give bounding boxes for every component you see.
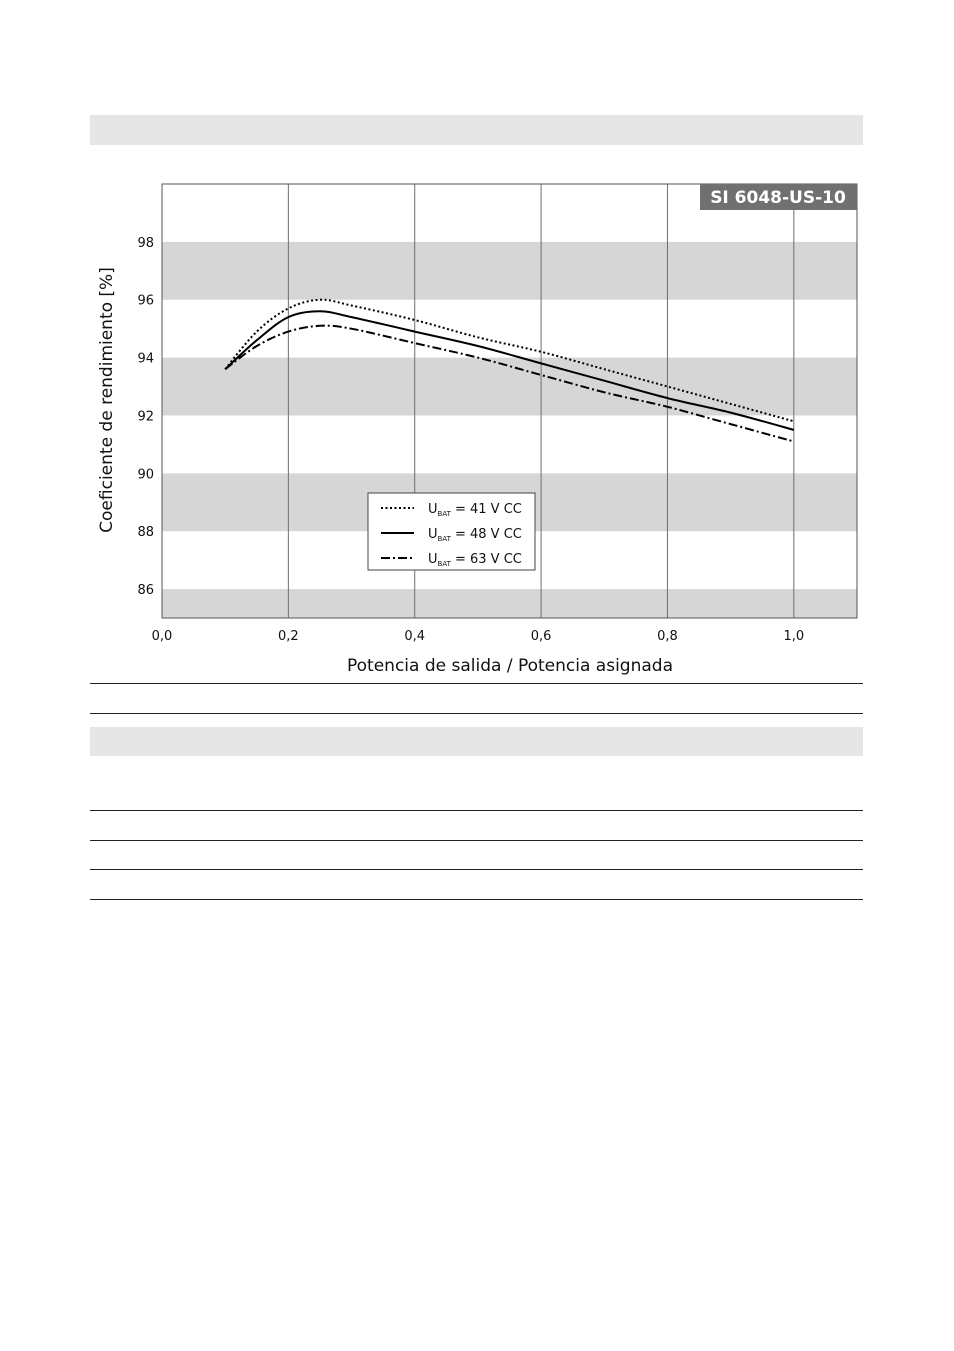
horizontal-bands [162, 241, 857, 618]
series-line-2 [224, 310, 795, 431]
x-tick-labels: 0,0 0,2 0,4 0,6 0,8 1,0 [152, 629, 805, 644]
x-axis-title: Potencia de salida / Potencia asignada [347, 656, 673, 676]
series-line-1 [224, 298, 795, 423]
legend-label-2: UBAT = 48 V CC [428, 527, 522, 543]
y-tick-label: 94 [137, 352, 154, 367]
divider-rule [90, 840, 863, 841]
y-tick-label: 90 [137, 467, 154, 482]
model-badge-text: SI 6048-US-10 [710, 188, 846, 208]
divider-rule [90, 683, 863, 684]
y-tick-label: 88 [137, 525, 154, 540]
x-tick-label: 1,0 [783, 629, 804, 644]
x-tick-label: 0,8 [657, 629, 678, 644]
x-tick-label: 0,4 [404, 629, 425, 644]
y-tick-label: 92 [137, 409, 154, 424]
y-tick-labels: 86 88 90 92 94 96 98 [137, 236, 154, 598]
x-tick-label: 0,0 [152, 629, 173, 644]
legend-box [367, 492, 536, 571]
divider-rule [90, 899, 863, 900]
y-axis-title: Coeficiente de rendimiento [%] [97, 267, 117, 533]
legend-label-1: UBAT = 41 V CC [428, 502, 522, 518]
grid-band [162, 241, 857, 300]
series-line-3 [224, 324, 795, 443]
model-badge: SI 6048-US-10 [700, 184, 857, 210]
header-band-top [90, 115, 863, 145]
plot-frame [161, 183, 858, 619]
divider-rule [90, 810, 863, 811]
x-tick-label: 0,6 [531, 629, 552, 644]
y-tick-label: 86 [137, 583, 154, 598]
y-tick-label: 96 [137, 294, 154, 309]
divider-rule [90, 713, 863, 714]
efficiency-chart: 0,0 0,2 0,4 0,6 0,8 1,0 86 88 90 92 94 96 98 SI 604… [97, 183, 858, 676]
y-tick-label: 98 [137, 236, 154, 251]
legend-items: UBAT = 41 V CC UBAT = 48 V CC UBAT = 63 V … [381, 502, 522, 568]
grid-band [162, 589, 857, 618]
model-badge-background [700, 184, 857, 210]
divider-rule [90, 869, 863, 870]
legend-label-3: UBAT = 63 V CC [428, 552, 522, 568]
header-band-section [90, 727, 863, 756]
grid-band [162, 357, 857, 416]
legend: UBAT = 41 V CC UBAT = 48 V CC UBAT = 63 V … [367, 492, 536, 571]
data-series [224, 298, 795, 443]
x-tick-label: 0,2 [278, 629, 299, 644]
